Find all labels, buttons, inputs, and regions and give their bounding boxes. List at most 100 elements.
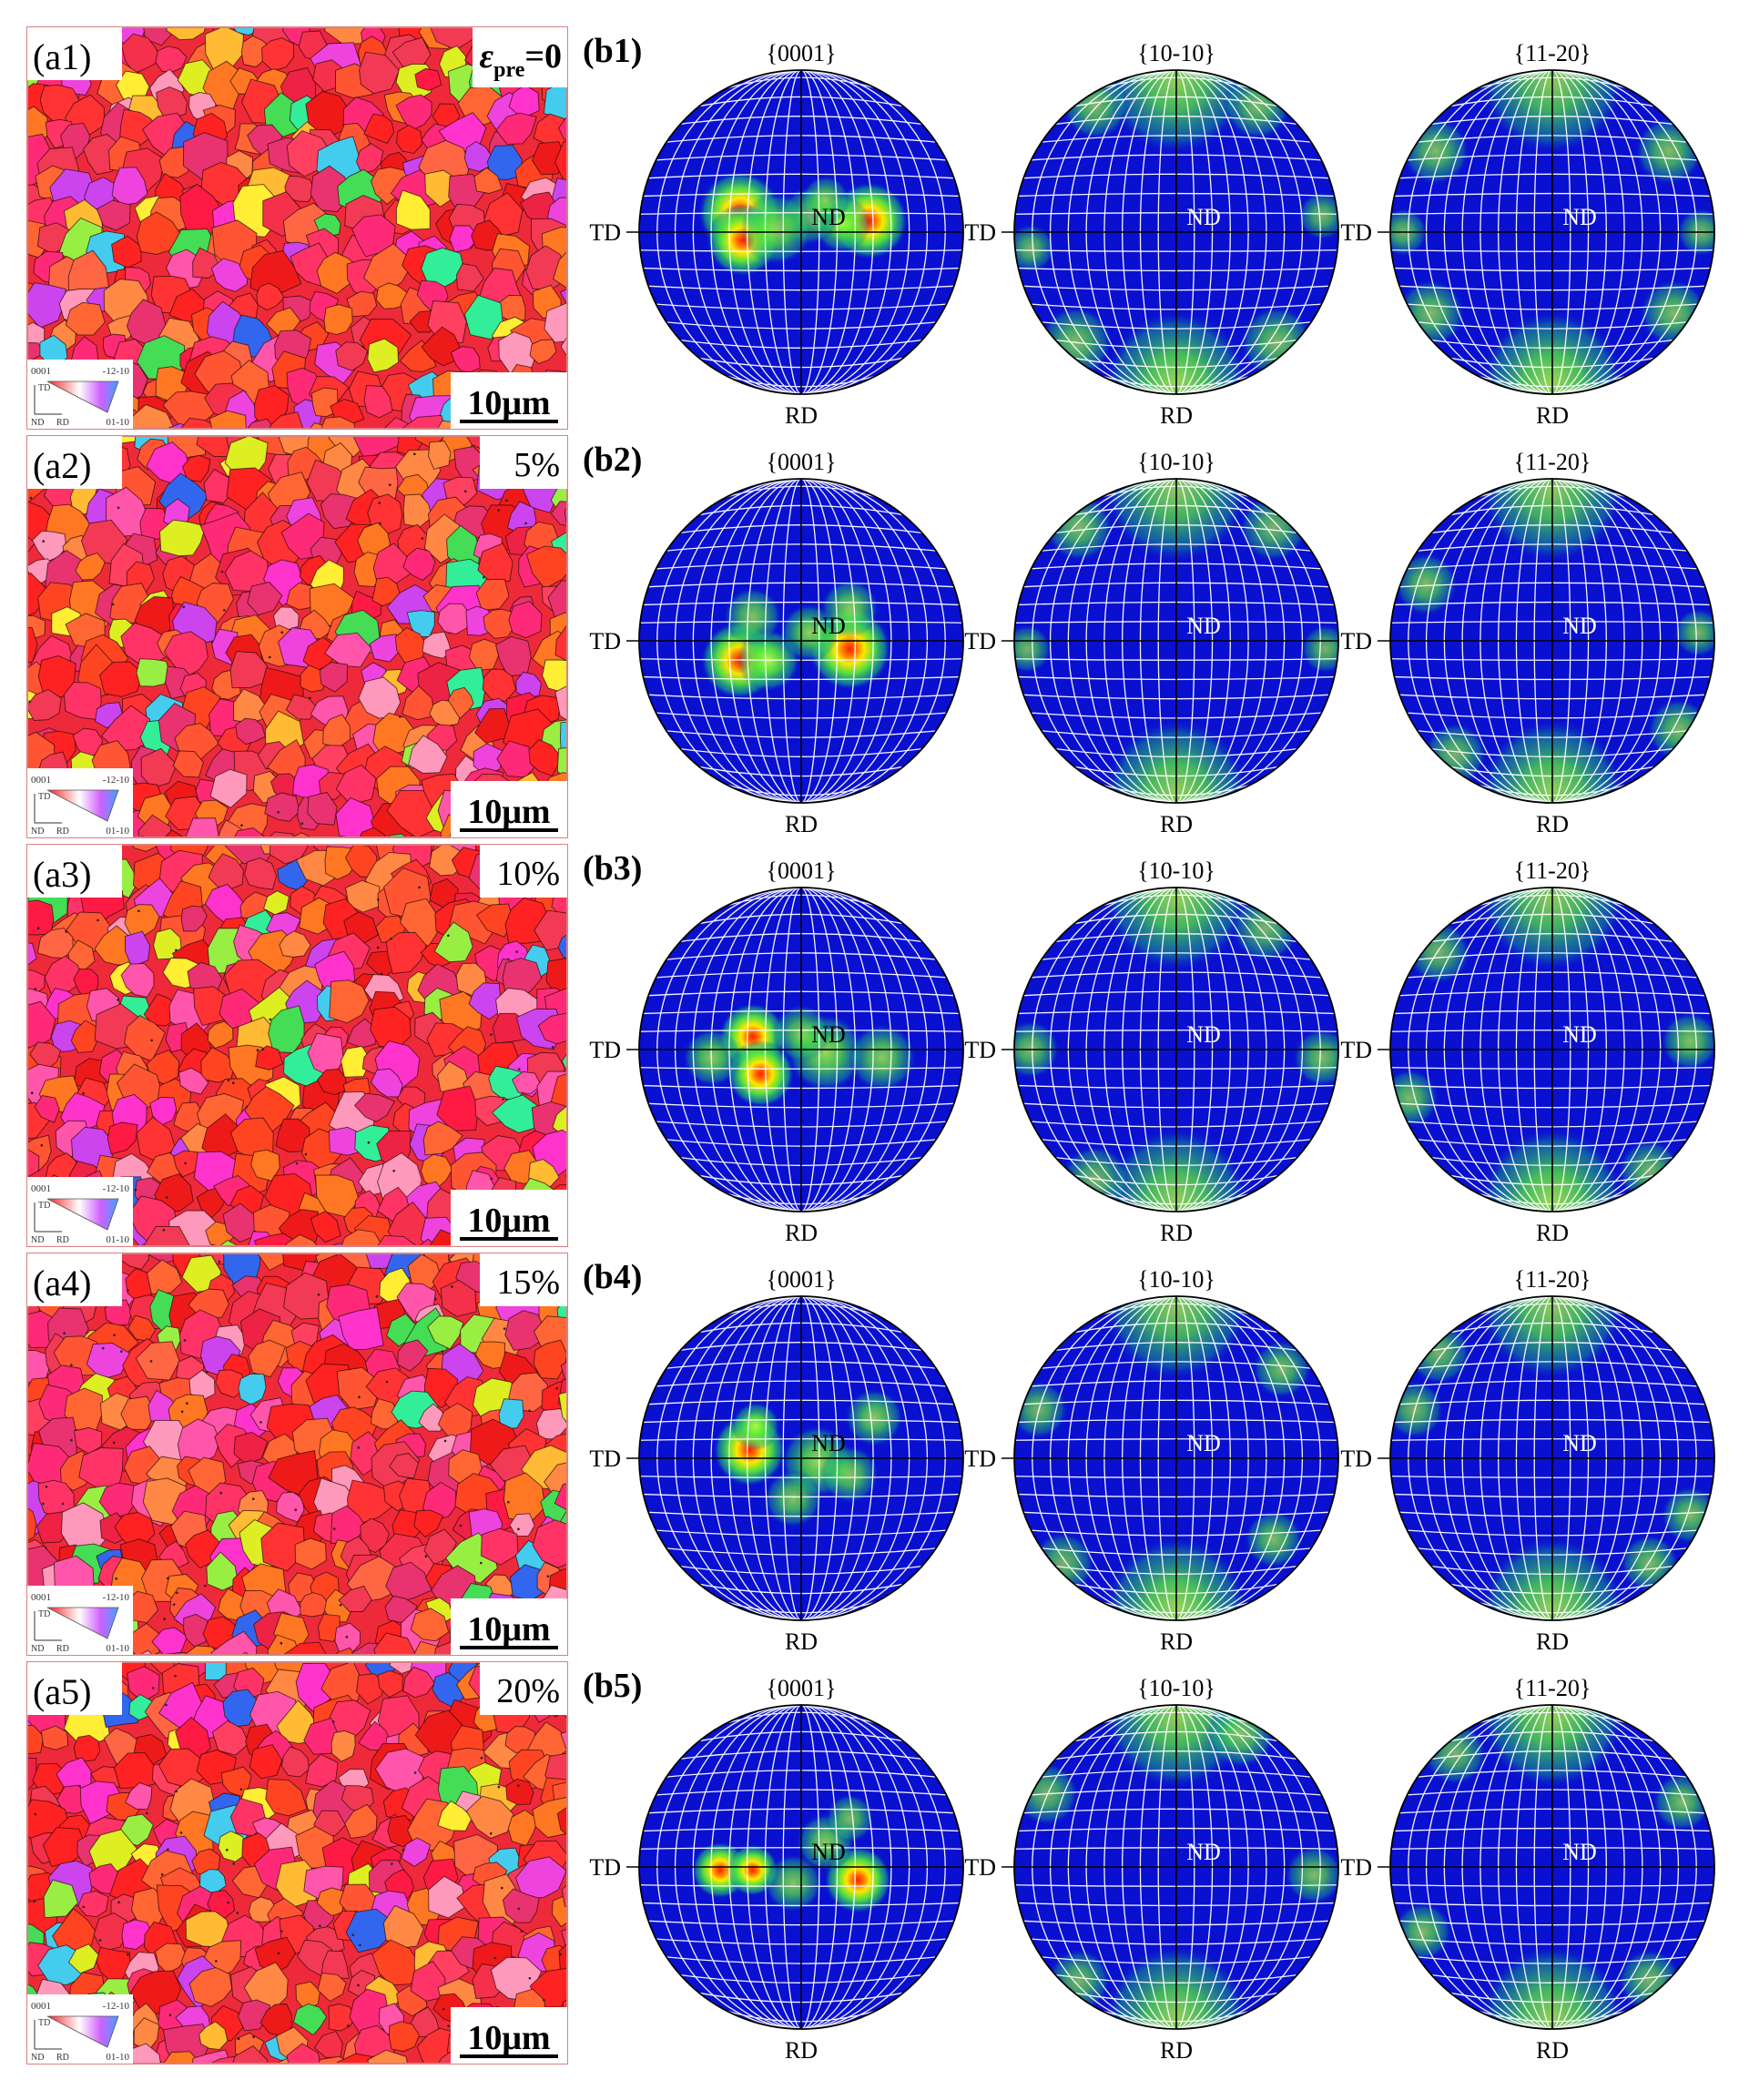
grain bbox=[447, 686, 474, 719]
rd-label: RD bbox=[1160, 402, 1193, 429]
defect-dot bbox=[516, 1784, 520, 1787]
defect-dot bbox=[232, 1862, 235, 1865]
scale-bar: 10μm bbox=[451, 781, 567, 837]
defect-dot bbox=[380, 972, 383, 976]
grain bbox=[27, 282, 66, 329]
defect-dot bbox=[117, 1901, 120, 1904]
nd-label: ND bbox=[1186, 1839, 1221, 1865]
map-border bbox=[26, 435, 568, 838]
grain bbox=[433, 921, 473, 963]
defect-dot bbox=[551, 1046, 554, 1049]
grain bbox=[544, 302, 567, 343]
grain bbox=[558, 1391, 567, 1424]
grain bbox=[286, 2043, 321, 2064]
intensity-spot bbox=[731, 1401, 780, 1451]
pole-figure-title: {11-20} bbox=[1514, 1675, 1591, 1701]
defect-dot bbox=[259, 1421, 262, 1424]
grain bbox=[27, 626, 38, 664]
grain bbox=[358, 676, 402, 719]
intensity-spot bbox=[727, 1040, 795, 1108]
grain bbox=[565, 1195, 567, 1200]
scale-bar-label: 10μm bbox=[467, 2019, 550, 2057]
grain bbox=[369, 634, 402, 663]
grain bbox=[400, 898, 441, 948]
grain bbox=[136, 658, 171, 687]
defect-dot bbox=[543, 1999, 545, 2002]
pole-figure: {10-10} TD RD ND bbox=[964, 1266, 1339, 1655]
rd-label: RD bbox=[1536, 2037, 1569, 2064]
grain bbox=[229, 651, 268, 689]
map-label-box bbox=[27, 1662, 122, 1715]
grain bbox=[27, 573, 51, 617]
scale-bar-box bbox=[451, 1190, 567, 1246]
ipf-axis-nd: ND bbox=[31, 1235, 44, 1245]
defect-dot bbox=[172, 1603, 176, 1606]
map-label: (a4) bbox=[33, 1263, 91, 1304]
defect-dot bbox=[280, 1930, 283, 1933]
pole-figure-outline bbox=[1013, 1704, 1339, 2030]
defect-dot bbox=[117, 999, 119, 1001]
grain bbox=[333, 1647, 358, 1655]
grain bbox=[43, 1879, 79, 1919]
scale-bar-label: 10μm bbox=[467, 1202, 550, 1240]
defect-dot bbox=[120, 1350, 123, 1353]
grain bbox=[558, 1943, 567, 1976]
intensity-spot bbox=[1673, 608, 1714, 657]
pole-figure: {11-20} TD RD ND bbox=[1340, 40, 1715, 429]
td-label: TD bbox=[589, 219, 621, 246]
grain bbox=[207, 1020, 234, 1050]
defect-dot bbox=[378, 502, 381, 504]
defect-dot bbox=[175, 949, 178, 952]
strain-label-box bbox=[480, 845, 567, 898]
defect-dot bbox=[225, 1848, 229, 1851]
grain bbox=[210, 1630, 258, 1655]
grain bbox=[449, 225, 480, 253]
grain bbox=[537, 1012, 567, 1045]
map-label-box bbox=[27, 436, 122, 489]
defect-dot bbox=[517, 1068, 521, 1070]
grain bbox=[185, 817, 220, 837]
ipf-axis-td: TD bbox=[38, 2018, 50, 2028]
grain bbox=[163, 631, 208, 679]
grain bbox=[279, 930, 311, 958]
grain bbox=[363, 113, 395, 144]
grain bbox=[319, 662, 349, 693]
grain bbox=[178, 1067, 209, 1095]
grain bbox=[568, 1969, 602, 2004]
defect-dot bbox=[215, 1960, 218, 1963]
defect-dot bbox=[294, 1508, 298, 1512]
defect-dot bbox=[162, 1228, 166, 1232]
defect-dot bbox=[388, 483, 391, 486]
pole-figure-outline bbox=[1013, 887, 1339, 1212]
grain bbox=[428, 441, 452, 470]
map-border bbox=[26, 844, 568, 1247]
ipf-axis-nd: ND bbox=[31, 418, 44, 428]
grain bbox=[166, 27, 206, 41]
defect-dot bbox=[463, 490, 467, 493]
grain bbox=[244, 857, 278, 890]
ipf-label-0001: 0001 bbox=[31, 775, 51, 786]
grain bbox=[346, 1018, 378, 1049]
defect-dot bbox=[146, 1811, 148, 1815]
defect-dot bbox=[490, 1033, 493, 1036]
intensity-spot bbox=[848, 1023, 917, 1092]
grain bbox=[27, 1148, 40, 1178]
defect-dot bbox=[150, 1039, 153, 1042]
defect-dot bbox=[497, 1785, 501, 1789]
grain bbox=[437, 1801, 473, 1831]
nd-label: ND bbox=[811, 1430, 846, 1456]
orientation-map: (a3) 10% 0001 -12-10 01-10 TD ND RD 10μm bbox=[26, 844, 568, 1247]
defect-dot bbox=[447, 2024, 450, 2027]
grain bbox=[367, 2049, 408, 2064]
defect-dot bbox=[505, 499, 508, 502]
pole-figure-outline bbox=[638, 887, 964, 1212]
map-border bbox=[26, 1253, 568, 1656]
pole-figure-panel-label: (b3) bbox=[583, 849, 642, 888]
grain bbox=[330, 1730, 356, 1762]
grain bbox=[137, 814, 172, 837]
defect-dot bbox=[375, 1294, 379, 1298]
pole-figure-outline bbox=[1013, 478, 1339, 804]
strain-label: 5% bbox=[514, 446, 560, 484]
